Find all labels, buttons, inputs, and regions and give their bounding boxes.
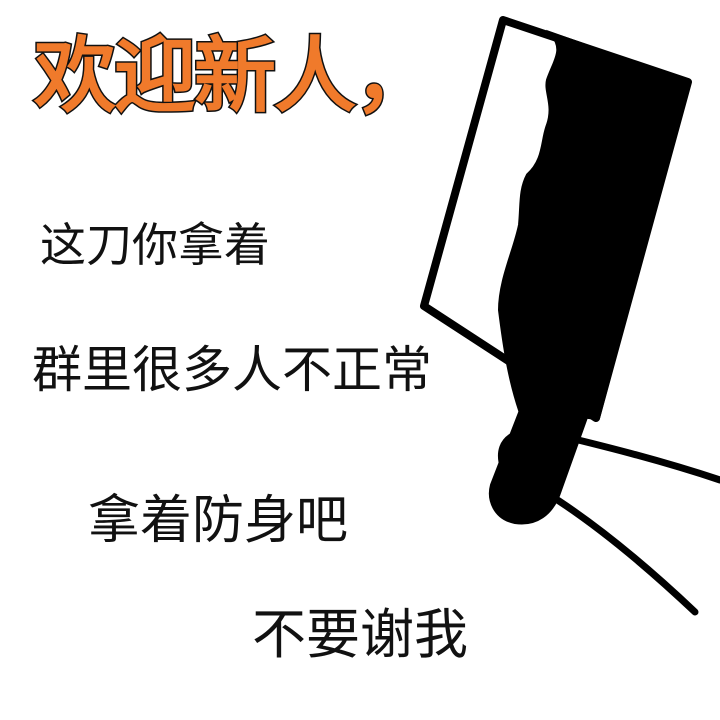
cleaver-blade-shadow xyxy=(497,29,691,421)
hand-outline xyxy=(497,427,720,616)
caption-line: 这刀你拿着 xyxy=(40,218,270,272)
meme-title: 欢迎新人， xyxy=(32,29,437,124)
caption-line: 群里很多人不正常 xyxy=(32,341,432,399)
caption-line: 拿着防身吧 xyxy=(88,491,349,551)
caption-line: 不要谢我 xyxy=(252,603,468,666)
